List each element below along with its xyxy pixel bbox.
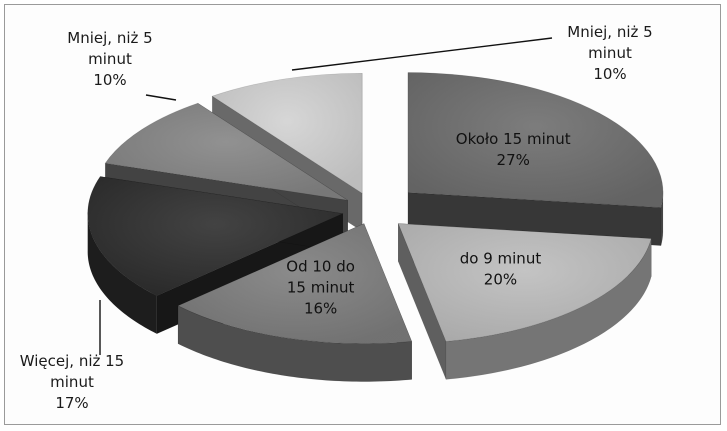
slice-label: Mniej, niż 5 minut 10%	[67, 29, 152, 89]
slice-label-line: 20%	[484, 271, 517, 289]
slice-label: Mniej, niż 5 minut 10%	[567, 23, 652, 83]
slice-label-line: Od 10 do	[286, 257, 355, 275]
slice-label-line: 16%	[304, 299, 337, 317]
slice-shading	[398, 223, 652, 342]
slice-label-line: 27%	[497, 151, 530, 169]
pie-slice	[177, 223, 413, 382]
slice-label-line: minut	[50, 373, 94, 391]
pie-slice	[397, 223, 652, 380]
leader-lines	[99, 37, 553, 355]
slice-label: do 9 minut 20%	[460, 250, 542, 289]
data-labels: Około 15 minut 27% do 9 minut 20% Od 10 do 15…	[20, 23, 653, 412]
slice-label-line: 10%	[593, 65, 626, 83]
slice-label-line: 17%	[55, 394, 88, 412]
slice-label-line: Mniej, niż 5	[567, 23, 652, 41]
slice-rim	[660, 190, 664, 246]
slice-label-line: do 9 minut	[460, 250, 542, 268]
slices-layer	[87, 72, 664, 382]
slice-label: Więcej, niż 15 minut 17%	[20, 352, 124, 412]
slice-label: Około 15 minut 27%	[456, 130, 571, 169]
slice-label-line: 10%	[93, 71, 126, 89]
pie-slice	[407, 72, 664, 246]
slice-shading	[212, 73, 363, 194]
slice-shading	[105, 103, 348, 201]
slice-shading	[87, 176, 343, 296]
slice-label-line: minut	[588, 44, 632, 62]
slice-label-line: Więcej, niż 15	[20, 352, 124, 370]
leader-line	[291, 37, 553, 71]
slice-shading	[178, 223, 412, 344]
slice-label-line: minut	[88, 50, 132, 68]
leader-line	[145, 94, 177, 101]
slice-label-line: Około 15 minut	[456, 130, 571, 148]
slice-label-line: 15 minut	[287, 278, 355, 296]
slice-label: Od 10 do 15 minut 16%	[286, 257, 355, 317]
slice-label-line: Mniej, niż 5	[67, 29, 152, 47]
slice-shading	[408, 72, 664, 208]
